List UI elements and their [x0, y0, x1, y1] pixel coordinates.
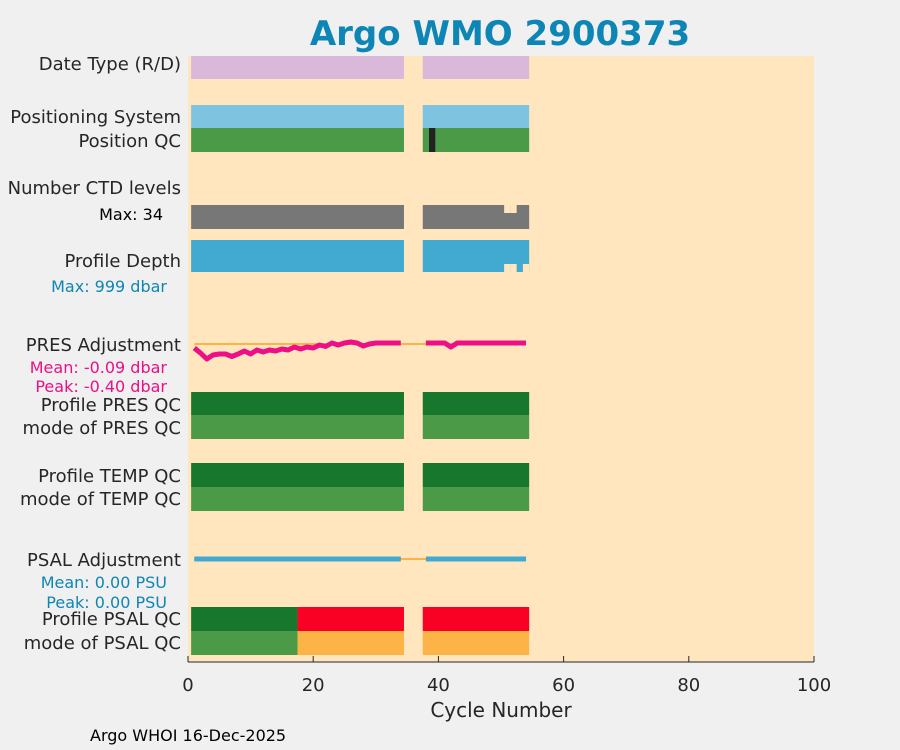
ctd-levels-reduced-2: [510, 205, 517, 213]
profile-pres-qc-bar-1: [191, 392, 404, 415]
ctd-levels-bar-1: [191, 205, 404, 229]
profile-psal-qc-bar-good: [191, 607, 298, 631]
row-label-date-type: Date Type (R/D): [39, 54, 181, 75]
profile-temp-qc-bar-1: [191, 463, 404, 487]
x-tick-label-0: 0: [182, 675, 193, 696]
mode-psal-qc-bar-flag-1: [297, 631, 404, 655]
profile-temp-qc-bar-2: [422, 463, 530, 487]
pres-adjustment-line-2: [425, 340, 526, 350]
mode-pres-qc-bar-1: [191, 415, 404, 439]
pres-adjustment-line-1: [192, 339, 401, 362]
positioning-system-bar-1: [191, 105, 404, 128]
depth-max-label: Max: 999 dbar: [51, 277, 167, 296]
position-qc-bar-2: [422, 128, 530, 152]
pres-mean-label: Mean: -0.09 dbar: [30, 358, 168, 377]
row-label-profile-pres-qc: Profile PRES QC: [41, 395, 181, 416]
mode-psal-qc-bar-good: [191, 631, 298, 655]
mode-temp-qc-bar-2: [422, 487, 530, 511]
psal-peak-label: Peak: 0.00 PSU: [46, 593, 167, 612]
row-label-positioning-system: Positioning System: [10, 107, 181, 128]
footer-credit: Argo WHOI 16-Dec-2025: [90, 726, 286, 745]
position-qc-flag-mark: [429, 128, 436, 152]
row-label-profile-depth: Profile Depth: [64, 251, 181, 272]
profile-depth-reduced-1: [504, 264, 511, 272]
x-tick-label-60: 60: [552, 675, 575, 696]
row-label-position-qc: Position QC: [78, 131, 181, 152]
row-label-pres-adjustment: PRES Adjustment: [26, 335, 181, 356]
pres-peak-label: Peak: -0.40 dbar: [35, 377, 167, 396]
ctd-levels-reduced-1: [504, 205, 511, 213]
chart-title: Argo WMO 2900373: [310, 14, 690, 54]
position-qc-bar-1: [191, 128, 404, 152]
x-tick-label-20: 20: [302, 675, 325, 696]
profile-depth-bar-1: [191, 240, 404, 272]
row-label-profile-temp-qc: Profile TEMP QC: [38, 466, 181, 487]
x-tick-label-40: 40: [427, 675, 450, 696]
ctd-max-label: Max: 34: [99, 205, 163, 224]
row-label-number-ctd-levels: Number CTD levels: [8, 178, 181, 199]
profile-pres-qc-bar-2: [422, 392, 530, 415]
profile-depth-reduced-3: [522, 264, 530, 272]
psal-mean-label: Mean: 0.00 PSU: [41, 573, 167, 592]
profile-psal-qc-bar-flag-2: [422, 607, 530, 631]
date-type-bar-2: [422, 56, 530, 79]
mode-pres-qc-bar-2: [422, 415, 530, 439]
row-label-mode-temp-qc: mode of TEMP QC: [20, 489, 181, 510]
row-label-mode-pres-qc: mode of PRES QC: [23, 418, 181, 439]
x-axis-label: Cycle Number: [430, 698, 572, 722]
mode-psal-qc-bar-flag-2: [422, 631, 530, 655]
row-label-profile-psal-qc: Profile PSAL QC: [42, 609, 181, 630]
mode-temp-qc-bar-1: [191, 487, 404, 511]
x-tick-label-80: 80: [677, 675, 700, 696]
row-label-mode-psal-qc: mode of PSAL QC: [24, 633, 181, 654]
positioning-system-bar-2: [422, 105, 530, 128]
row-label-psal-adjustment: PSAL Adjustment: [27, 550, 181, 571]
x-tick-label-100: 100: [797, 675, 831, 696]
date-type-bar-1: [191, 56, 404, 79]
profile-psal-qc-bar-flag-1: [297, 607, 404, 631]
profile-depth-reduced-2: [510, 264, 517, 272]
